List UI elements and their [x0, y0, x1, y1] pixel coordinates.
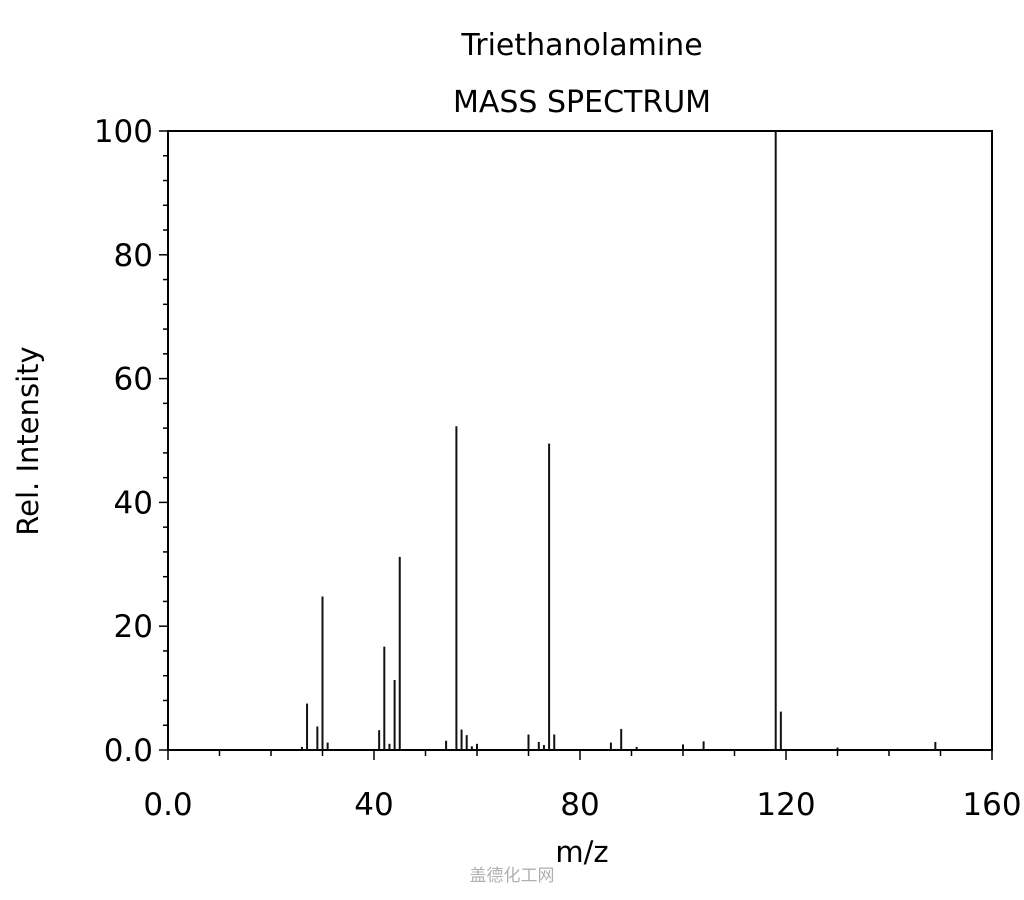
y-tick-label: 0.0	[104, 733, 153, 769]
x-axis-label: m/z	[555, 835, 608, 869]
y-tick-label: 40	[114, 485, 153, 521]
x-tick-label: 80	[560, 787, 599, 823]
plot-frame	[167, 130, 993, 751]
y-tick-label: 100	[94, 114, 153, 150]
chart-title: Triethanolamine	[460, 28, 702, 63]
y-tick-label: 80	[114, 238, 153, 274]
y-axis-label: Rel. Intensity	[11, 346, 45, 535]
x-tick-label: 0.0	[143, 787, 192, 823]
chart-subtitle: MASS SPECTRUM	[453, 85, 711, 120]
y-tick-label: 60	[114, 362, 153, 398]
y-tick-label: 20	[114, 609, 153, 645]
plot-border	[167, 130, 993, 751]
x-tick-label: 120	[756, 787, 815, 823]
spectrum-peaks	[300, 131, 937, 750]
x-tick-label: 40	[354, 787, 393, 823]
x-axis: 0.0 40 80 120 160	[143, 750, 1022, 823]
x-tick-label: 160	[962, 787, 1021, 823]
y-axis: 0.0 20 40 60 80 100	[94, 114, 168, 769]
watermark: 盖德化工网	[470, 866, 555, 886]
